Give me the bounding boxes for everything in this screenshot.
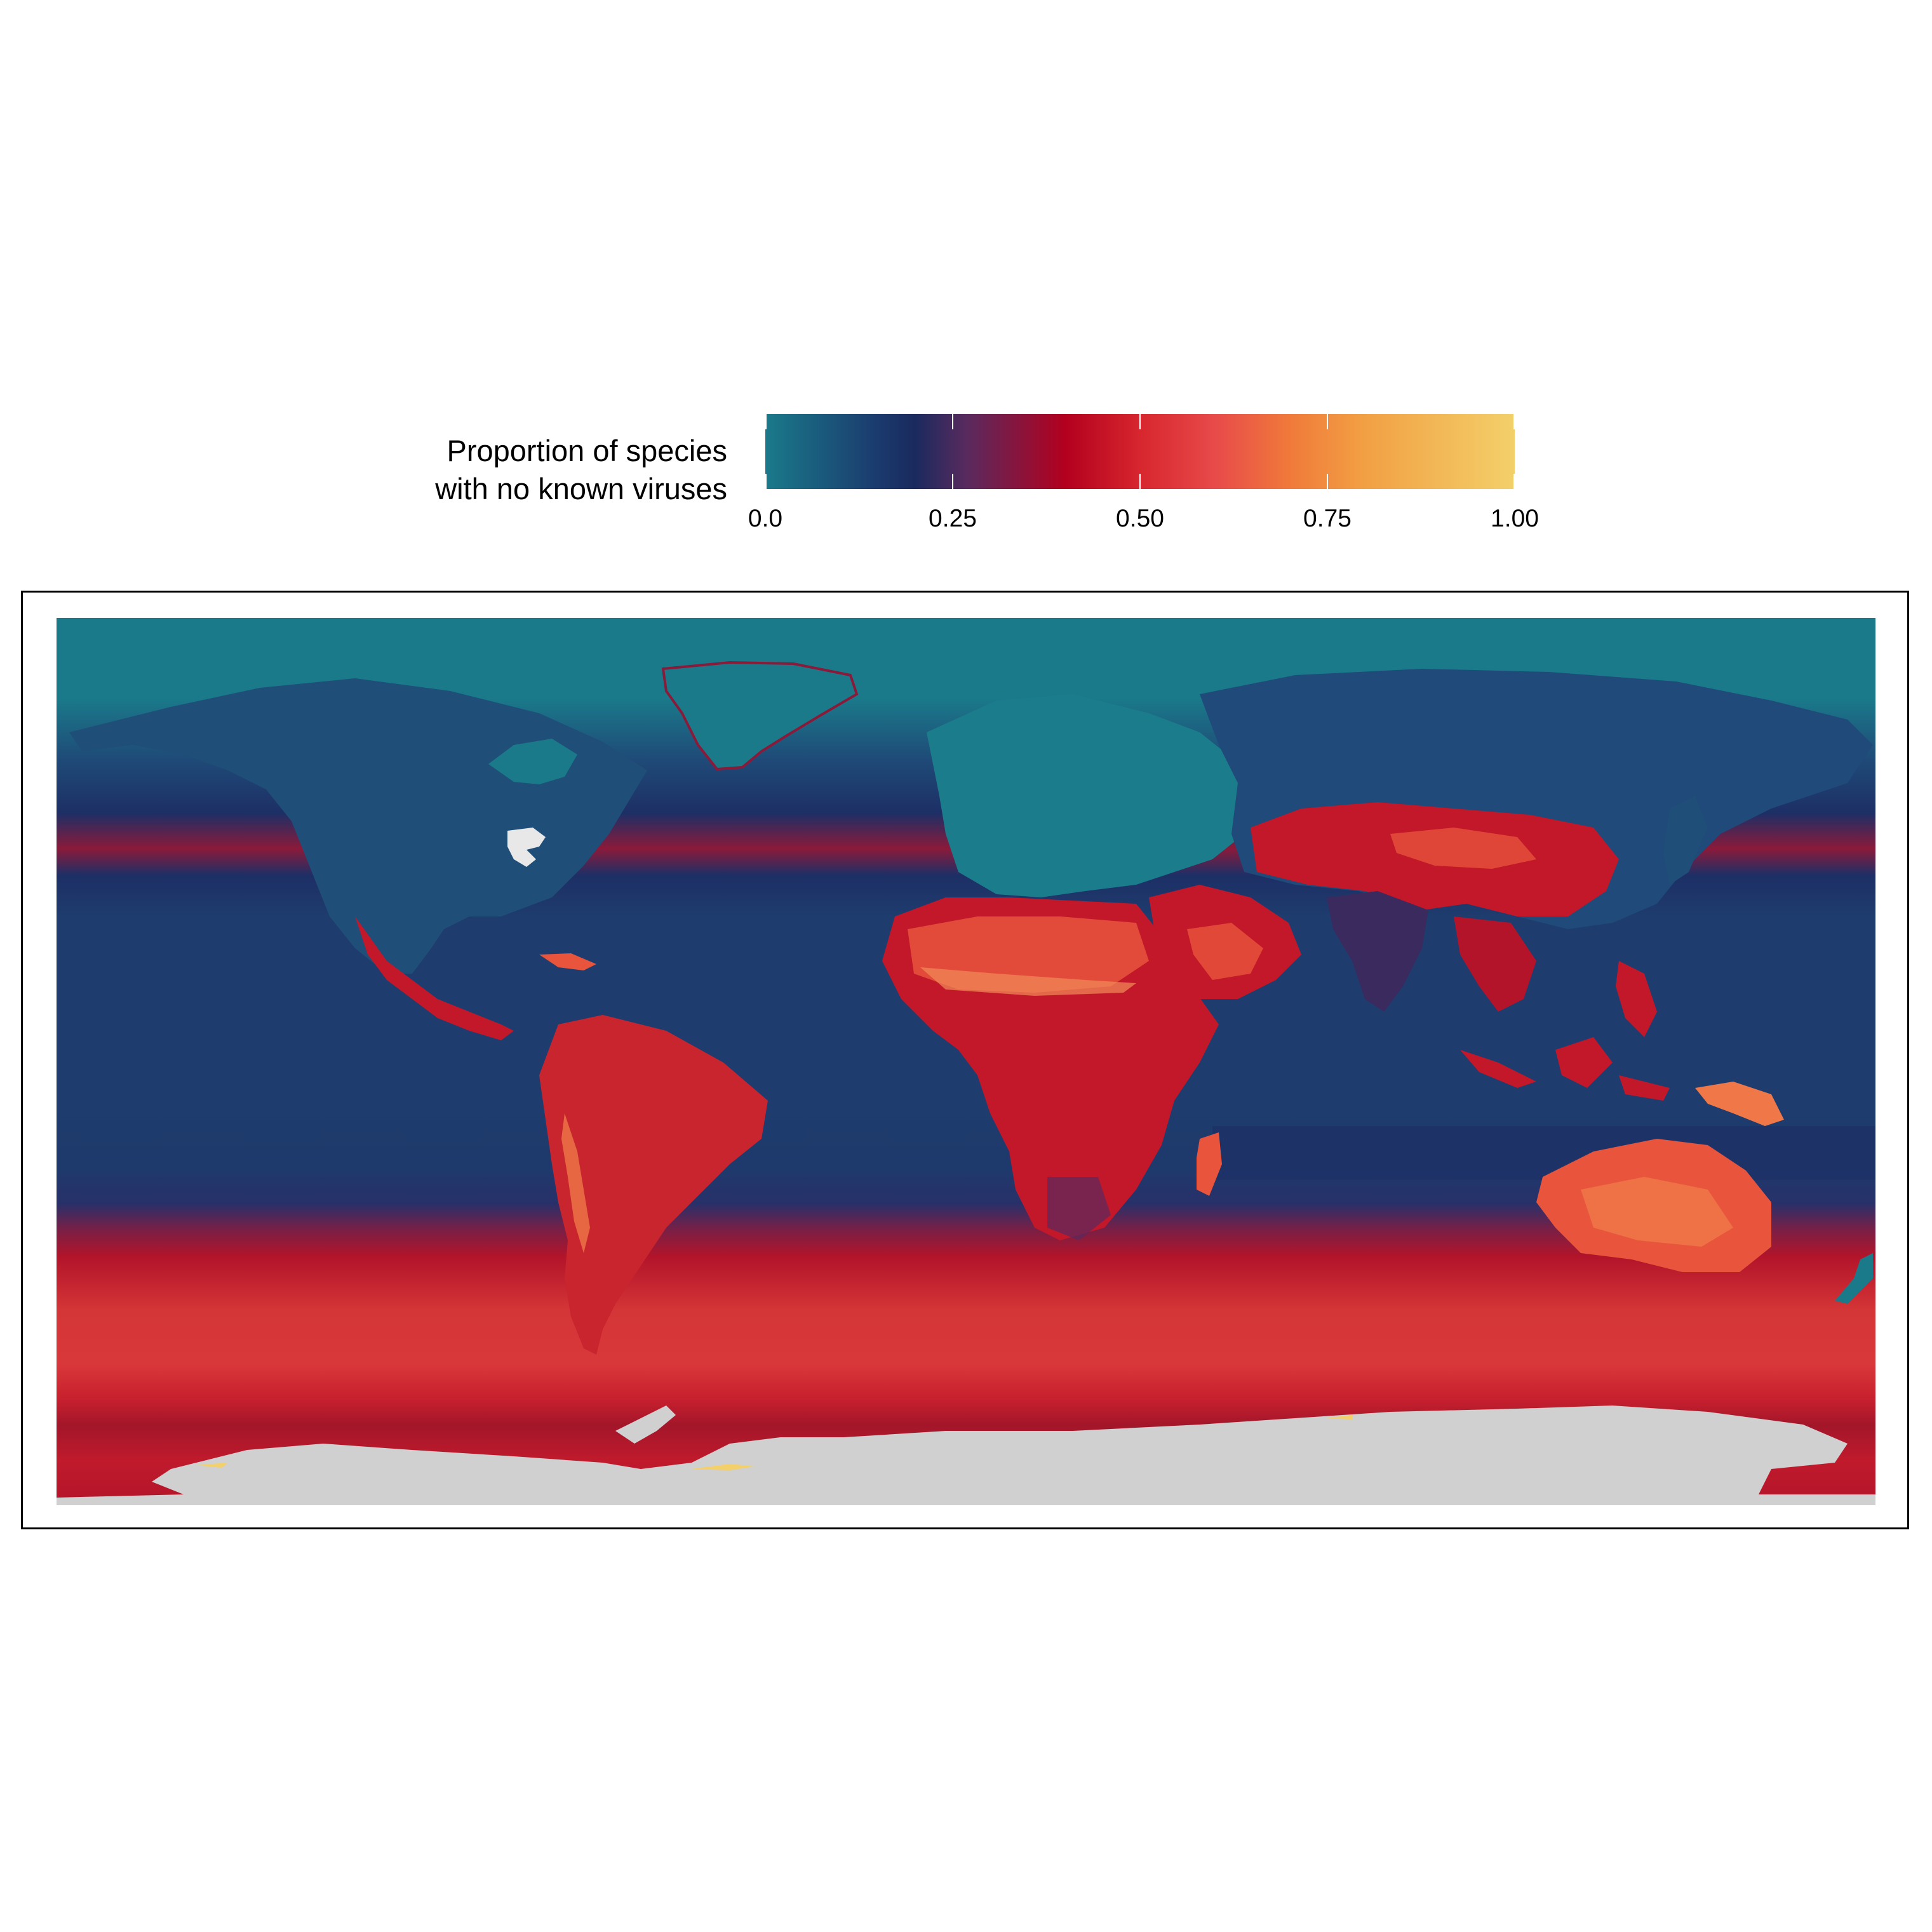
india	[1327, 891, 1428, 1012]
southern-africa-dark	[1047, 1177, 1111, 1240]
canadian-arctic	[488, 739, 577, 784]
tibet-highlight	[1390, 828, 1536, 869]
world-map	[57, 618, 1875, 1505]
madagascar	[1197, 1132, 1222, 1196]
indonesia	[1460, 1037, 1670, 1101]
sahara-peach-band	[920, 967, 1136, 996]
antarctica	[57, 1405, 1875, 1505]
north-america	[69, 678, 647, 974]
caribbean	[539, 953, 596, 970]
south-america	[539, 1015, 768, 1355]
colorbar	[765, 414, 1515, 489]
central-america	[355, 916, 514, 1040]
legend-title-line1: Proportion of species	[446, 434, 727, 467]
colorbar-ticks	[765, 414, 1515, 489]
colorbar-tick-label: 0.25	[929, 505, 977, 532]
japan	[1663, 796, 1708, 885]
andes-highlight	[561, 1113, 590, 1253]
colorbar-tick-label: 1.00	[1491, 505, 1539, 532]
ocean-south-indian-dark	[1212, 1126, 1875, 1180]
greenland	[661, 661, 859, 771]
legend-title-line2: with no known viruses	[435, 472, 727, 506]
australia-interior	[1581, 1177, 1733, 1247]
antarctic-peninsula	[615, 1405, 676, 1444]
great-lakes	[507, 828, 546, 867]
southeast-asia	[1454, 916, 1536, 1012]
colorbar-tick-label: 0.50	[1116, 505, 1164, 532]
arabia-highlight	[1187, 923, 1263, 980]
colorbar-tick-label: 0.75	[1303, 505, 1352, 532]
philippines	[1616, 961, 1657, 1037]
legend-title: Proportion of species with no known viru…	[343, 432, 727, 508]
colorbar-tick-label: 0.0	[748, 505, 783, 532]
europe	[927, 694, 1251, 897]
new-zealand	[1835, 1253, 1873, 1304]
new-guinea	[1695, 1082, 1784, 1126]
